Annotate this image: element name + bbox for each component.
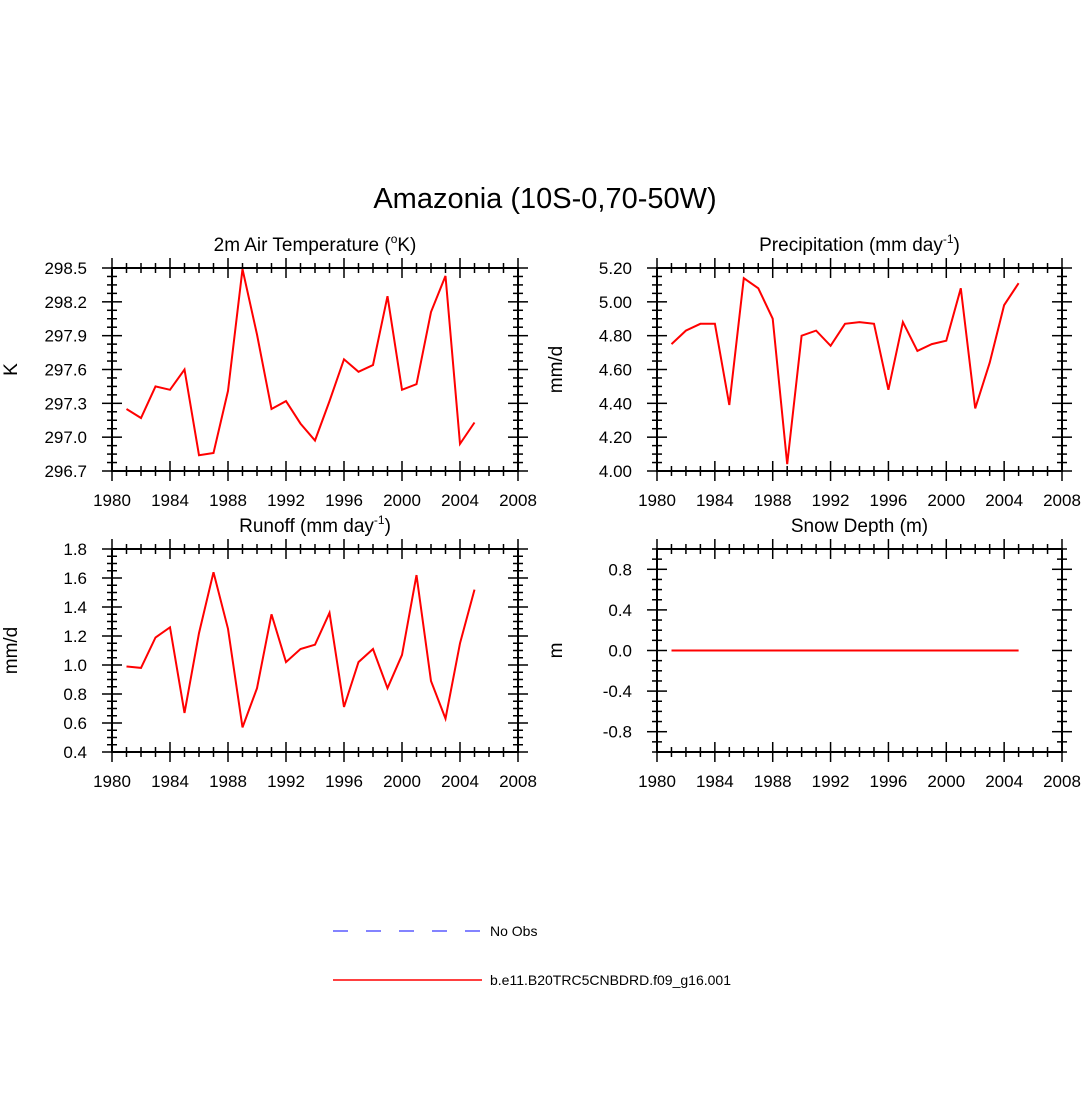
x-tick-label: 1992 — [267, 491, 305, 510]
x-tick-label: 2000 — [927, 772, 965, 791]
x-tick-label: 1984 — [151, 491, 189, 510]
plot-frame — [112, 549, 518, 752]
x-tick-label: 1992 — [812, 772, 850, 791]
x-tick-label: 2004 — [441, 772, 479, 791]
y-tick-label: 5.00 — [599, 293, 632, 312]
x-tick-label: 2000 — [383, 491, 421, 510]
y-tick-label: 298.2 — [44, 293, 87, 312]
x-tick-label: 1988 — [754, 772, 792, 791]
x-tick-label: 1992 — [267, 772, 305, 791]
plot-frame — [657, 268, 1062, 471]
y-tick-label: 297.0 — [44, 428, 87, 447]
y-tick-label: -0.8 — [603, 723, 632, 742]
y-tick-label: 297.3 — [44, 394, 87, 413]
figure-title: Amazonia (10S-0,70-50W) — [373, 183, 716, 215]
x-tick-label: 2008 — [1043, 772, 1081, 791]
y-tick-label: 297.6 — [44, 361, 87, 380]
x-tick-label: 1980 — [638, 772, 676, 791]
y-tick-label: 0.8 — [608, 560, 632, 579]
y-tick-label: 1.4 — [63, 598, 87, 617]
y-tick-label: 297.9 — [44, 327, 87, 346]
panel-1: 1980 1984 1988 1992 1996 2000 2004 2008 296.7 297… — [1, 232, 537, 510]
x-tick-label: 1988 — [209, 491, 247, 510]
x-tick-label: 1984 — [696, 772, 734, 791]
series-line — [127, 269, 475, 455]
y-tick-label: 4.60 — [599, 361, 632, 380]
y-tick-label: 4.80 — [599, 327, 632, 346]
x-tick-label: 1992 — [812, 491, 850, 510]
series-line — [672, 278, 1019, 464]
y-tick-label: 0.8 — [63, 685, 87, 704]
y-tick-label: 0.4 — [63, 743, 87, 762]
x-tick-label: 1984 — [151, 772, 189, 791]
x-tick-label: 2008 — [1043, 491, 1081, 510]
y-tick-label: 1.0 — [63, 656, 87, 675]
x-tick-label: 1980 — [93, 772, 131, 791]
y-tick-label: 0.6 — [63, 714, 87, 733]
y-tick-label: 296.7 — [44, 462, 87, 481]
y-tick-label: 4.40 — [599, 394, 632, 413]
x-tick-label: 1980 — [638, 491, 676, 510]
y-tick-label: 1.8 — [63, 540, 87, 559]
y-tick-label: 1.6 — [63, 569, 87, 588]
y-tick-label: 4.00 — [599, 462, 632, 481]
panel-2: 1980 1984 1988 1992 1996 2000 2004 2008 4.00 4.20… — [546, 232, 1081, 510]
panel-title: Runoff (mm day-1) — [239, 513, 391, 537]
panel-title: Snow Depth (m) — [791, 516, 928, 537]
panel-4: 1980 1984 1988 1992 1996 2000 2004 2008 -0.8 -0.4… — [546, 516, 1081, 791]
x-tick-label: 1988 — [209, 772, 247, 791]
x-tick-label: 1996 — [870, 491, 908, 510]
x-tick-label: 2000 — [927, 491, 965, 510]
x-tick-label: 2008 — [499, 491, 537, 510]
y-axis-label: mm/d — [546, 346, 567, 394]
x-tick-label: 1988 — [754, 491, 792, 510]
y-tick-label: 0.4 — [608, 601, 632, 620]
y-axis-label: m — [546, 643, 567, 659]
legend-label: b.e11.B20TRC5CNBDRD.f09_g16.001 — [490, 972, 731, 988]
x-tick-label: 2004 — [985, 772, 1023, 791]
x-tick-label: 1984 — [696, 491, 734, 510]
x-tick-label: 2004 — [441, 491, 479, 510]
x-tick-label: 1996 — [325, 491, 363, 510]
y-tick-label: 1.2 — [63, 627, 87, 646]
series-line — [127, 572, 475, 727]
panel-title: 2m Air Temperature (oK) — [214, 232, 417, 256]
x-tick-label: 2004 — [985, 491, 1023, 510]
y-axis-label: K — [1, 363, 22, 376]
legend: No Obs b.e11.B20TRC5CNBDRD.f09_g16.001 — [333, 923, 731, 988]
y-tick-label: 5.20 — [599, 259, 632, 278]
y-axis-label: mm/d — [1, 627, 22, 675]
y-tick-label: -0.4 — [603, 682, 632, 701]
x-tick-label: 1996 — [870, 772, 908, 791]
x-tick-label: 1996 — [325, 772, 363, 791]
panel-title: Precipitation (mm day-1) — [759, 232, 960, 256]
y-tick-label: 0.0 — [608, 642, 632, 661]
panel-3: 1980 1984 1988 1992 1996 2000 2004 2008 0.4 0.6 0.… — [1, 513, 537, 791]
legend-label: No Obs — [490, 923, 537, 939]
y-tick-label: 4.20 — [599, 428, 632, 447]
x-tick-label: 2008 — [499, 772, 537, 791]
x-tick-label: 2000 — [383, 772, 421, 791]
x-tick-label: 1980 — [93, 491, 131, 510]
y-tick-label: 298.5 — [44, 259, 87, 278]
